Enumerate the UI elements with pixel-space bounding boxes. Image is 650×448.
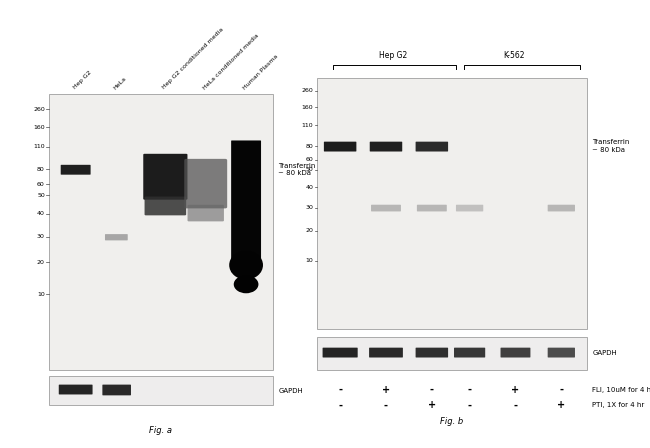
Text: 50: 50 <box>306 167 313 172</box>
FancyBboxPatch shape <box>143 154 187 200</box>
Text: 10: 10 <box>37 292 45 297</box>
Text: Hep G2: Hep G2 <box>378 51 407 60</box>
FancyBboxPatch shape <box>231 141 261 272</box>
Text: Hep G2: Hep G2 <box>72 70 92 90</box>
FancyBboxPatch shape <box>417 205 447 211</box>
FancyBboxPatch shape <box>185 159 228 208</box>
Text: 50: 50 <box>37 193 45 198</box>
FancyBboxPatch shape <box>370 142 402 151</box>
FancyBboxPatch shape <box>187 205 224 221</box>
FancyBboxPatch shape <box>415 348 448 358</box>
Text: K-562: K-562 <box>503 51 525 60</box>
Text: -: - <box>338 385 342 395</box>
FancyBboxPatch shape <box>548 348 575 358</box>
Text: -: - <box>384 401 388 410</box>
Text: GAPDH: GAPDH <box>278 388 303 394</box>
Text: +: + <box>512 385 519 395</box>
Text: 30: 30 <box>306 205 313 211</box>
Text: 20: 20 <box>37 260 45 265</box>
Text: -: - <box>467 385 472 395</box>
Text: +: + <box>557 401 566 410</box>
Text: -: - <box>559 385 564 395</box>
Text: Fig. b: Fig. b <box>441 417 463 426</box>
Text: PTI, 1X for 4 hr: PTI, 1X for 4 hr <box>592 402 644 409</box>
Text: -: - <box>467 401 472 410</box>
Text: 60: 60 <box>306 157 313 163</box>
Text: 80: 80 <box>306 144 313 149</box>
FancyBboxPatch shape <box>105 234 127 241</box>
FancyBboxPatch shape <box>371 205 401 211</box>
Ellipse shape <box>229 250 263 280</box>
Text: +: + <box>428 401 436 410</box>
Bar <box>49 376 273 405</box>
FancyBboxPatch shape <box>103 384 131 395</box>
Text: Transferrin
~ 80 kDa: Transferrin ~ 80 kDa <box>592 139 629 153</box>
Text: GAPDH: GAPDH <box>592 350 617 357</box>
Text: HeLa: HeLa <box>112 76 127 90</box>
Text: 40: 40 <box>306 185 313 190</box>
FancyBboxPatch shape <box>58 384 92 394</box>
Text: 10: 10 <box>306 258 313 263</box>
Text: 160: 160 <box>33 125 45 129</box>
Text: -: - <box>514 401 517 410</box>
Bar <box>317 337 587 370</box>
Text: 60: 60 <box>37 182 45 187</box>
Text: Fig. a: Fig. a <box>150 426 172 435</box>
Text: -: - <box>430 385 434 395</box>
Text: 80: 80 <box>37 167 45 172</box>
Bar <box>317 78 587 329</box>
FancyBboxPatch shape <box>548 205 575 211</box>
FancyBboxPatch shape <box>456 205 483 211</box>
FancyBboxPatch shape <box>369 348 403 358</box>
FancyBboxPatch shape <box>322 348 358 358</box>
Text: Transferrin
~ 80 kDa: Transferrin ~ 80 kDa <box>278 163 316 176</box>
Ellipse shape <box>234 276 259 293</box>
Text: 260: 260 <box>33 107 45 112</box>
Text: Hep G2 conditioned media: Hep G2 conditioned media <box>162 27 225 90</box>
Text: 40: 40 <box>37 211 45 216</box>
FancyBboxPatch shape <box>500 348 530 358</box>
Text: 30: 30 <box>37 234 45 239</box>
FancyBboxPatch shape <box>454 348 485 358</box>
Text: FLI, 10uM for 4 hr: FLI, 10uM for 4 hr <box>592 387 650 393</box>
Text: +: + <box>382 385 390 395</box>
FancyBboxPatch shape <box>144 197 186 215</box>
Text: 110: 110 <box>302 123 313 128</box>
Text: HeLa conditioned media: HeLa conditioned media <box>202 33 260 90</box>
Text: 260: 260 <box>302 88 313 94</box>
Bar <box>49 94 273 370</box>
Text: 110: 110 <box>33 144 45 150</box>
Text: 160: 160 <box>302 105 313 110</box>
Text: 20: 20 <box>306 228 313 233</box>
Text: Human Plasma: Human Plasma <box>242 54 280 90</box>
FancyBboxPatch shape <box>324 142 356 151</box>
Text: -: - <box>338 401 342 410</box>
FancyBboxPatch shape <box>60 165 90 175</box>
FancyBboxPatch shape <box>415 142 448 151</box>
